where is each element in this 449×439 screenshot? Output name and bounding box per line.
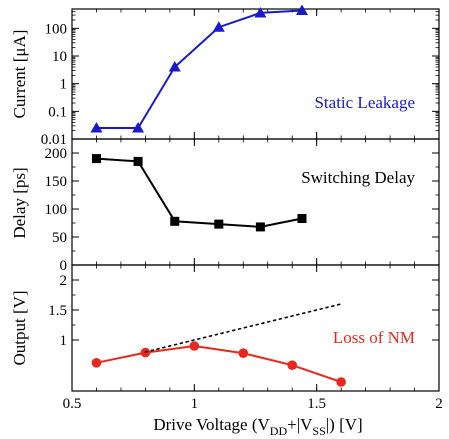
ylabel-current: Current [μA]	[10, 30, 29, 119]
data-point-delay	[255, 222, 265, 232]
ytick-label-current: 10	[52, 49, 67, 65]
ytick-label-current: 100	[45, 21, 68, 37]
series-line-current	[96, 9, 303, 129]
annotation-switching-delay: Switching Delay	[301, 168, 415, 187]
annotation-loss-of-nm: Loss of NM	[333, 328, 415, 347]
data-point-current	[90, 121, 103, 133]
ylabel-delay: Delay [ps]	[10, 167, 29, 238]
series-line-output	[96, 344, 342, 383]
data-point-output	[189, 341, 200, 351]
ytick-label-current: 0.1	[48, 104, 67, 120]
ytick-label-delay: 50	[52, 230, 67, 246]
data-point-delay	[91, 154, 101, 164]
series-line-output-dotted	[144, 303, 342, 353]
data-point-current	[212, 21, 225, 32]
data-point-output	[336, 377, 346, 387]
data-point-current	[168, 61, 181, 72]
ytick-label-delay: 0	[60, 258, 68, 274]
annotation-static-leakage: Static Leakage	[314, 93, 415, 112]
xlabel-main: Drive Voltage (V	[153, 415, 270, 434]
ticks-layer	[71, 9, 440, 391]
xlabel-sub-ss: SS	[312, 424, 325, 438]
data-point-current	[254, 6, 267, 18]
data-point-output	[287, 360, 298, 371]
xlabel-end: |) [V]	[326, 415, 363, 434]
xlabel-sub-dd: DD	[270, 424, 288, 438]
labels-layer: 0.01 0.1 1 10 100 0 50 100 150 200 1 1.5 2 0.5 1 1.5 2	[41, 21, 443, 412]
ytick-label-output: 1.5	[48, 303, 67, 319]
ytick-label-current: 1	[60, 77, 68, 93]
data-point-output	[238, 348, 249, 359]
xtick-label: 1	[191, 396, 199, 412]
ytick-label-delay: 100	[45, 202, 68, 218]
ylabel-output: Output [V]	[10, 290, 29, 365]
ytick-label-output: 2	[60, 273, 68, 289]
data-point-delay	[214, 219, 224, 229]
xtick-label: 1.5	[307, 396, 326, 412]
xtick-label: 2	[435, 396, 443, 412]
data-point-delay	[133, 156, 143, 166]
xlabel: Drive Voltage (VDD+|VSS|) [V]	[153, 415, 362, 438]
series-line-delay	[96, 157, 303, 228]
panel-frame-output	[71, 264, 440, 392]
data-point-output	[91, 358, 102, 368]
data-point-delay	[297, 214, 307, 224]
panel-frame-current	[71, 8, 440, 140]
xtick-label: 0.5	[63, 396, 82, 412]
ytick-label-output: 1	[60, 333, 68, 349]
panel-frame-delay	[71, 138, 440, 266]
ytick-label-current: 0.01	[41, 132, 67, 148]
series-layer	[90, 4, 346, 387]
data-point-current	[132, 121, 145, 133]
data-point-current	[295, 4, 308, 16]
data-point-delay	[170, 216, 180, 226]
ytick-label-delay: 150	[45, 174, 68, 190]
xlabel-mid: +|V	[287, 415, 313, 434]
ytick-label-delay: 200	[45, 146, 68, 162]
